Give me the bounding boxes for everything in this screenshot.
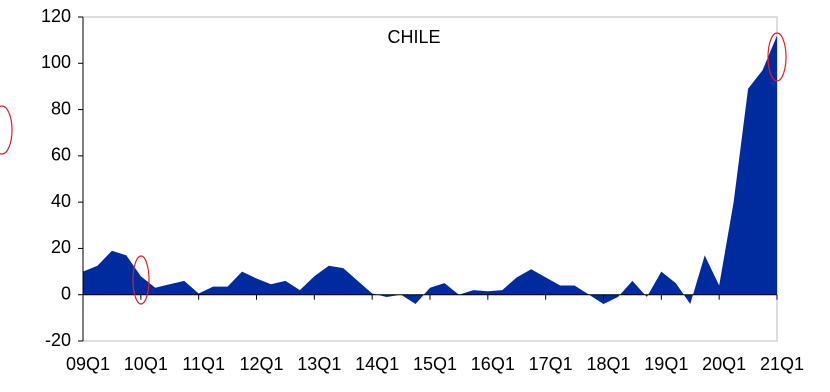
y-tick-label: 80 bbox=[51, 98, 71, 118]
y-tick-label: 40 bbox=[51, 191, 71, 211]
x-tick-label: 18Q1 bbox=[586, 354, 630, 374]
x-tick-label: 12Q1 bbox=[239, 354, 283, 374]
x-tick-label: 09Q1 bbox=[66, 354, 110, 374]
highlight-ellipse bbox=[0, 105, 13, 155]
chart-title: CHILE bbox=[387, 27, 440, 47]
x-tick-label: 11Q1 bbox=[182, 354, 225, 374]
x-tick-label: 14Q1 bbox=[355, 354, 399, 374]
highlight-ellipse bbox=[767, 32, 787, 82]
y-tick-label: -20 bbox=[45, 330, 71, 350]
area bbox=[83, 35, 777, 304]
y-tick-label: 60 bbox=[51, 145, 71, 165]
y-tick-label: 100 bbox=[41, 52, 71, 72]
y-tick-label: 0 bbox=[61, 283, 71, 303]
y-tick-label: 20 bbox=[51, 237, 71, 257]
x-tick-label: 21Q1 bbox=[760, 354, 804, 374]
x-tick-label: 19Q1 bbox=[644, 354, 688, 374]
x-tick-label: 15Q1 bbox=[413, 354, 457, 374]
x-tick-label: 17Q1 bbox=[529, 354, 573, 374]
y-tick-label: 120 bbox=[41, 6, 71, 26]
x-tick-label: 13Q1 bbox=[297, 354, 341, 374]
marks bbox=[82, 35, 778, 304]
x-tick-label: 10Q1 bbox=[124, 354, 168, 374]
highlight-ellipse bbox=[132, 255, 150, 305]
x-tick-label: 20Q1 bbox=[702, 354, 746, 374]
x-tick-label: 16Q1 bbox=[471, 354, 515, 374]
